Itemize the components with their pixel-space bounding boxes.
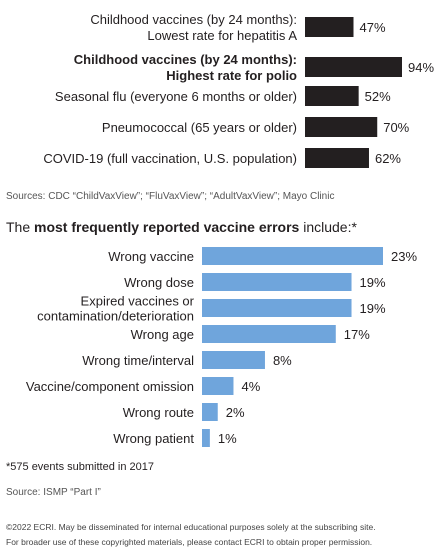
error-category-label: Vaccine/component omission <box>26 379 194 394</box>
rate-value-label: 62% <box>375 151 401 166</box>
rate-bar <box>305 148 369 168</box>
rate-category-label: Pneumococcal (65 years or older) <box>102 120 297 135</box>
rate-value-label: 70% <box>383 120 409 135</box>
error-bar <box>202 247 383 265</box>
rate-value-label: 47% <box>360 20 386 35</box>
error-value-label: 1% <box>218 431 237 446</box>
error-bar <box>202 377 234 395</box>
rate-bar <box>305 117 378 137</box>
vaccine-errors-title: The most frequently reported vaccine err… <box>6 219 357 235</box>
error-value-label: 4% <box>241 379 260 394</box>
error-value-label: 17% <box>344 327 370 342</box>
rate-bar <box>305 57 402 77</box>
rate-category-label: Seasonal flu (everyone 6 months or older… <box>55 89 297 104</box>
error-bar <box>202 429 210 447</box>
error-bar <box>202 351 265 369</box>
error-value-label: 23% <box>391 249 417 264</box>
error-category-label: Wrong vaccine <box>108 249 194 264</box>
error-value-label: 19% <box>360 301 386 316</box>
error-value-label: 19% <box>360 275 386 290</box>
rate-value-label: 94% <box>408 60 434 75</box>
error-value-label: 8% <box>273 353 292 368</box>
rate-category-label: Childhood vaccines (by 24 months): <box>74 52 297 67</box>
rate-category-label: Lowest rate for hepatitis A <box>147 28 297 43</box>
rate-bar <box>305 17 354 37</box>
error-category-label: Wrong route <box>123 405 194 420</box>
error-category-label: contamination/deterioration <box>37 309 194 324</box>
error-category-label: Wrong time/interval <box>82 353 194 368</box>
copyright-footer-line-2: For broader use of these copyrighted mat… <box>6 537 372 547</box>
error-category-label: Wrong patient <box>113 431 194 446</box>
vaccine-errors-chart: 23% Wrong vaccine 19% Wrong dose 19% Expired … <box>26 247 417 447</box>
error-bar <box>202 299 352 317</box>
rate-category-label: Childhood vaccines (by 24 months): <box>90 12 297 27</box>
error-bar <box>202 325 336 343</box>
rate-category-label: COVID-19 (full vaccination, U.S. populat… <box>43 151 297 166</box>
error-value-label: 2% <box>226 405 245 420</box>
error-category-label: Wrong dose <box>124 275 194 290</box>
vaccine-errors-title-part: most frequently reported vaccine errors <box>34 219 300 235</box>
rate-bar <box>305 86 359 106</box>
rate-value-label: 52% <box>365 89 391 104</box>
vaccination-rates-source: Sources: CDC “ChildVaxView”; “FluVaxView… <box>6 191 334 202</box>
error-category-label: Expired vaccines or <box>81 294 195 309</box>
error-category-label: Wrong age <box>131 327 194 342</box>
vaccination-rates-chart: 47%Childhood vaccines (by 24 months):Low… <box>43 12 434 168</box>
vaccine-errors-source: Source: ISMP “Part I” <box>6 487 101 498</box>
copyright-footer-line-1: ©2022 ECRI. May be disseminated for inte… <box>6 522 376 532</box>
vaccine-errors-note: *575 events submitted in 2017 <box>6 461 154 473</box>
error-bar <box>202 403 218 421</box>
rate-category-label: Highest rate for polio <box>166 68 297 83</box>
error-bar <box>202 273 352 291</box>
vaccine-errors-title-part: include:* <box>299 219 357 235</box>
vaccine-errors-title-part: The <box>6 219 34 235</box>
